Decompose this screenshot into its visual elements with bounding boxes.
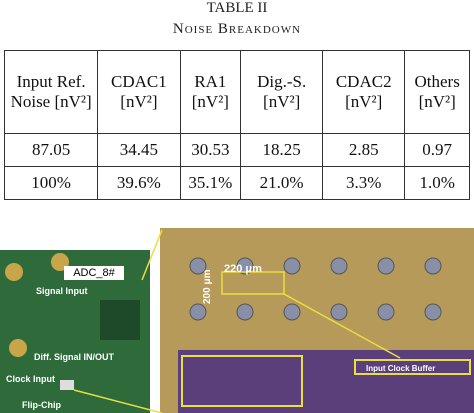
cell: 39.6%	[97, 166, 181, 200]
flip-chip	[60, 380, 74, 390]
board-label: Signal Input	[36, 286, 88, 296]
bump-grid	[189, 257, 442, 321]
chip-photo: ADC_8# Signal Input Diff. Signal IN/OUT …	[0, 228, 474, 413]
pcb-region	[100, 300, 140, 340]
cell: 35.1%	[179, 166, 242, 200]
header-cell: Dig.-S. [nV²]	[240, 50, 324, 134]
header-cell: Input Ref. Noise [nV²]	[3, 50, 99, 134]
cell: 87.05	[3, 133, 99, 167]
header-cell: CDAC2 [nV²]	[322, 50, 406, 134]
noise-table: Input Ref. Noise [nV²] CDAC1 [nV²] RA1 […	[3, 50, 470, 200]
scale-label: 200 μm	[202, 269, 213, 304]
header-cell: CDAC1 [nV²]	[97, 50, 181, 134]
board-label: ADC_8#	[73, 267, 115, 279]
block-outline	[181, 355, 303, 407]
scale-label: 220 μm	[224, 263, 262, 275]
zoom-line	[73, 389, 163, 413]
cell: 30.53	[179, 133, 242, 167]
cell: 1.0%	[404, 166, 470, 200]
header-cell: Others [nV²]	[404, 50, 470, 134]
board-label: Clock Input	[6, 374, 55, 384]
connector	[9, 339, 27, 357]
cell: 21.0%	[240, 166, 324, 200]
table-label: TABLE II	[206, 0, 268, 16]
scale-box	[221, 271, 285, 295]
cell: 18.25	[240, 133, 324, 167]
die-label: Input Clock Buffer	[366, 364, 435, 373]
cell: 2.85	[322, 133, 406, 167]
block-outline	[354, 359, 471, 375]
board-label: Flip-Chip	[22, 400, 61, 410]
cell: 3.3%	[322, 166, 406, 200]
table-title: Noise Breakdown	[172, 21, 302, 37]
cell: 0.97	[404, 133, 470, 167]
label-box	[64, 266, 124, 280]
zoom-line	[283, 293, 401, 359]
board-label: Diff. Signal IN/OUT	[34, 352, 115, 362]
cell: 100%	[3, 166, 99, 200]
header-cell: RA1 [nV²]	[179, 50, 242, 134]
cell: 34.45	[97, 133, 181, 167]
zoom-line	[141, 229, 163, 281]
connector	[5, 263, 23, 281]
